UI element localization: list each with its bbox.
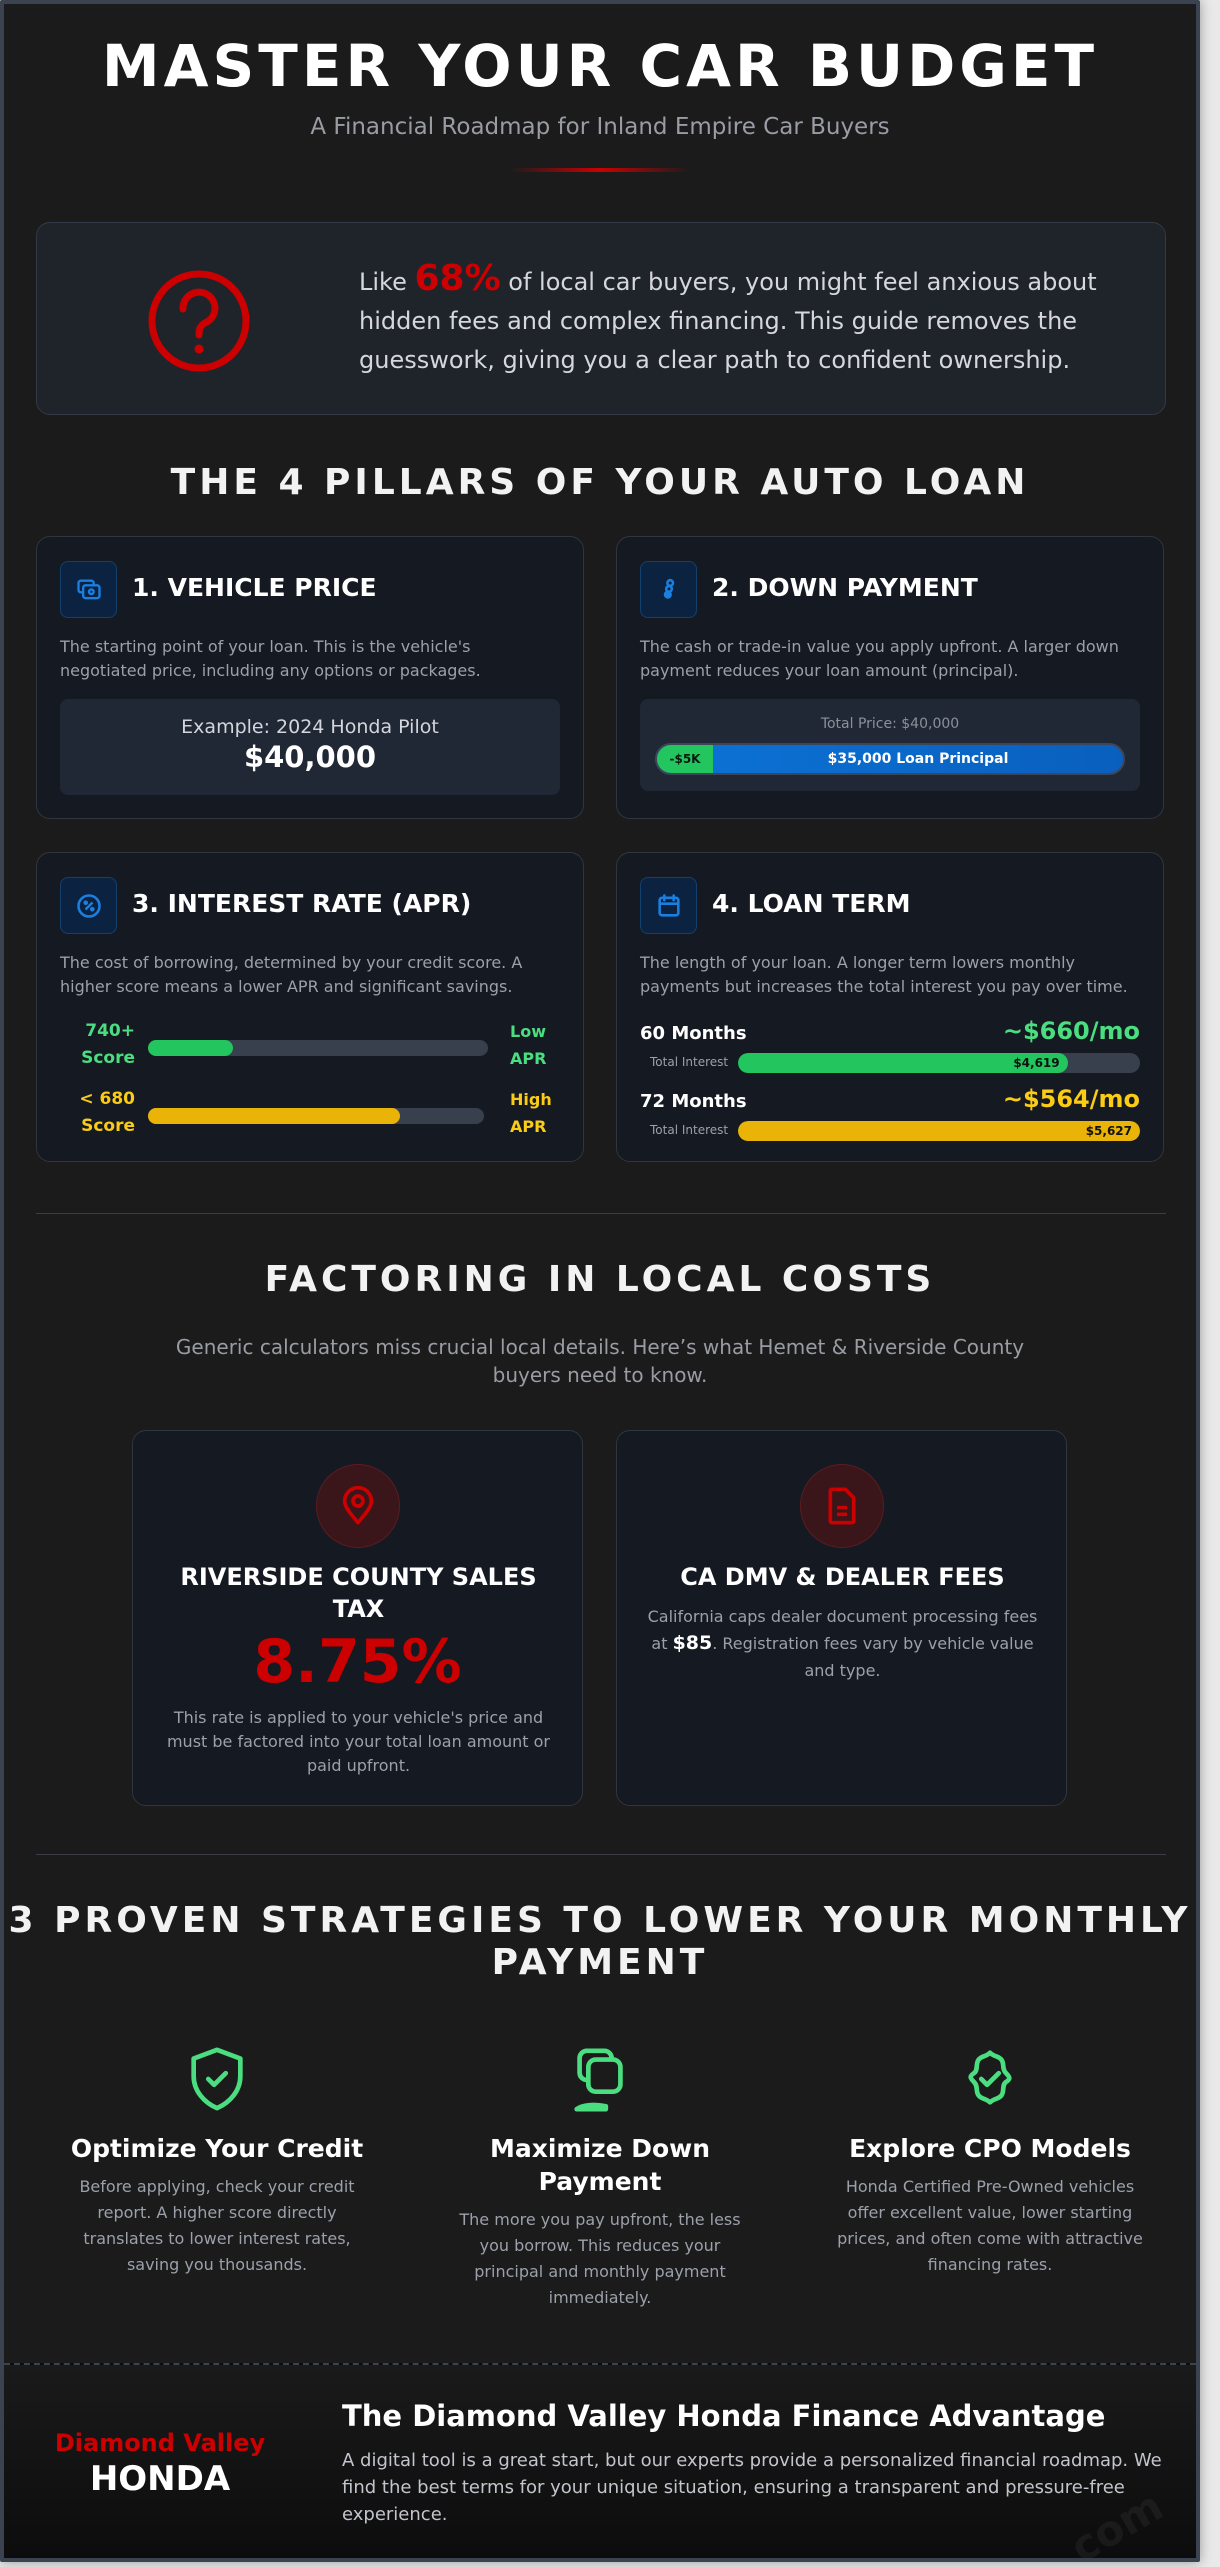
shield-check-icon: [52, 2044, 382, 2120]
pillars-heading: THE 4 PILLARS OF YOUR AUTO LOAN: [170, 462, 1030, 503]
strategy-credit: Optimize Your Credit Before applying, ch…: [52, 2044, 382, 2278]
interest-label: Total Interest: [650, 1055, 729, 1069]
pillar-title: 1. VEHICLE PRICE: [132, 573, 377, 602]
strategies-heading: 3 PROVEN STRATEGIES TO LOWER YOUR MONTHL…: [8, 1900, 1192, 1983]
card-title: CA DMV & DEALER FEES: [680, 1563, 1005, 1591]
score-bar: [148, 1040, 488, 1056]
title-divider: [510, 168, 690, 172]
section-divider: [36, 1213, 1166, 1214]
brand-line-2: HONDA: [89, 2459, 231, 2499]
strategy-description: The more you pay upfront, the less you b…: [459, 2210, 741, 2307]
total-price-label: Total Price: $40,000: [820, 716, 960, 732]
example-value: $40,000: [243, 740, 377, 774]
score-row-high: 740+ Score Low APR: [60, 1018, 560, 1074]
strategy-title: Maximize Down Payment: [489, 2134, 711, 2196]
strategy-description: Honda Certified Pre-Owned vehicles offer…: [837, 2177, 1143, 2274]
interest-bar: $4,619: [738, 1053, 1140, 1073]
interest-label: Total Interest: [650, 1123, 729, 1137]
brand-line-1: Diamond Valley: [54, 2429, 266, 2457]
score-label: < 680 Score: [79, 1089, 135, 1136]
apr-label: Low APR: [510, 1022, 547, 1068]
map-pin-icon: [316, 1464, 400, 1548]
interest-bar-fill: $4,619: [738, 1053, 1068, 1073]
section-divider: [36, 1854, 1166, 1855]
pillar-vehicle-price: 1. VEHICLE PRICE The starting point of y…: [36, 536, 584, 819]
intro-text: Like 68% of local car buyers, you might …: [359, 258, 1097, 374]
sales-tax-card: RIVERSIDE COUNTY SALES TAX 8.75% This ra…: [132, 1430, 583, 1806]
example-box: Example: 2024 Honda Pilot $40,000: [60, 699, 560, 795]
intro-card: Like 68% of local car buyers, you might …: [36, 222, 1166, 415]
score-row-low: < 680 Score High APR: [60, 1086, 560, 1142]
sales-tax-rate: 8.75%: [253, 1627, 462, 1697]
apr-label: High APR: [510, 1090, 552, 1136]
monthly-payment: ~$660/mo: [1002, 1017, 1140, 1045]
term-label: 60 Months: [640, 1023, 747, 1044]
intro-stat: 68%: [414, 258, 501, 299]
pillar-description: The starting point of your loan. This is…: [60, 637, 481, 680]
down-payment-visual: Total Price: $40,000 -$5K $35,000 Loan P…: [640, 699, 1140, 791]
score-bar-fill: [148, 1040, 233, 1056]
document-icon: [800, 1464, 884, 1548]
local-costs-intro: Generic calculators miss crucial local d…: [175, 1335, 1025, 1387]
strategy-title: Explore CPO Models: [849, 2134, 1131, 2163]
strategy-description: Before applying, check your credit repor…: [79, 2177, 355, 2274]
badge-check-icon: [825, 2044, 1155, 2120]
pillar-down-payment: 2. DOWN PAYMENT The cash or trade-in val…: [616, 536, 1164, 819]
footer: Diamond Valley HONDA The Diamond Valley …: [4, 2363, 1196, 2558]
page-subtitle: A Financial Roadmap for Inland Empire Ca…: [310, 114, 890, 140]
dmv-fees-card: CA DMV & DEALER FEES California caps dea…: [616, 1430, 1067, 1806]
strategy-down-payment: Maximize Down Payment The more you pay u…: [435, 2044, 765, 2311]
footer-description: A digital tool is a great start, but our…: [342, 2450, 1162, 2525]
footer-title: The Diamond Valley Honda Finance Advanta…: [342, 2399, 1106, 2433]
card-title: RIVERSIDE COUNTY SALES TAX: [180, 1563, 537, 1623]
score-bar-fill: [148, 1108, 400, 1124]
monthly-payment: ~$564/mo: [1002, 1085, 1140, 1113]
calendar-icon: [640, 877, 697, 934]
pillar-description: The cash or trade-in value you apply upf…: [640, 637, 1119, 680]
interest-bar-fill: $5,627: [738, 1121, 1140, 1141]
card-description: This rate is applied to your vehicle's p…: [166, 1708, 551, 1775]
score-label: 740+ Score: [81, 1021, 135, 1068]
pillar-loan-term: 4. LOAN TERM The length of your loan. A …: [616, 852, 1164, 1162]
page-title: MASTER YOUR CAR BUDGET: [101, 32, 1099, 100]
coins-icon: [640, 561, 697, 618]
pillar-description: The cost of borrowing, determined by you…: [60, 953, 523, 996]
question-circle-icon: [148, 270, 250, 372]
money-stack-icon: [60, 561, 117, 618]
dealer-logo: Diamond Valley HONDA: [40, 2429, 280, 2499]
percent-badge-icon: [60, 877, 117, 934]
pillar-title: 4. LOAN TERM: [712, 889, 911, 918]
pillar-title: 3. INTEREST RATE (APR): [132, 889, 472, 918]
cash-hand-icon: [435, 2044, 765, 2120]
principal-segment: $35,000 Loan Principal: [827, 751, 1009, 767]
pillar-interest-rate: 3. INTEREST RATE (APR) The cost of borro…: [36, 852, 584, 1162]
loan-split-bar: -$5K $35,000 Loan Principal: [655, 743, 1125, 775]
card-description: California caps dealer document processi…: [647, 1607, 1038, 1680]
term-label: 72 Months: [640, 1091, 747, 1112]
interest-bar: $5,627: [738, 1121, 1140, 1141]
strategy-cpo: Explore CPO Models Honda Certified Pre-O…: [825, 2044, 1155, 2278]
down-payment-segment: -$5K: [657, 745, 713, 773]
doc-fee-cap: $85: [672, 1632, 713, 1654]
strategy-title: Optimize Your Credit: [70, 2134, 364, 2163]
score-bar: [148, 1108, 484, 1124]
pillar-description: The length of your loan. A longer term l…: [640, 953, 1128, 996]
example-label: Example: 2024 Honda Pilot: [181, 716, 439, 738]
local-costs-heading: FACTORING IN LOCAL COSTS: [264, 1259, 936, 1300]
pillar-title: 2. DOWN PAYMENT: [712, 573, 978, 602]
